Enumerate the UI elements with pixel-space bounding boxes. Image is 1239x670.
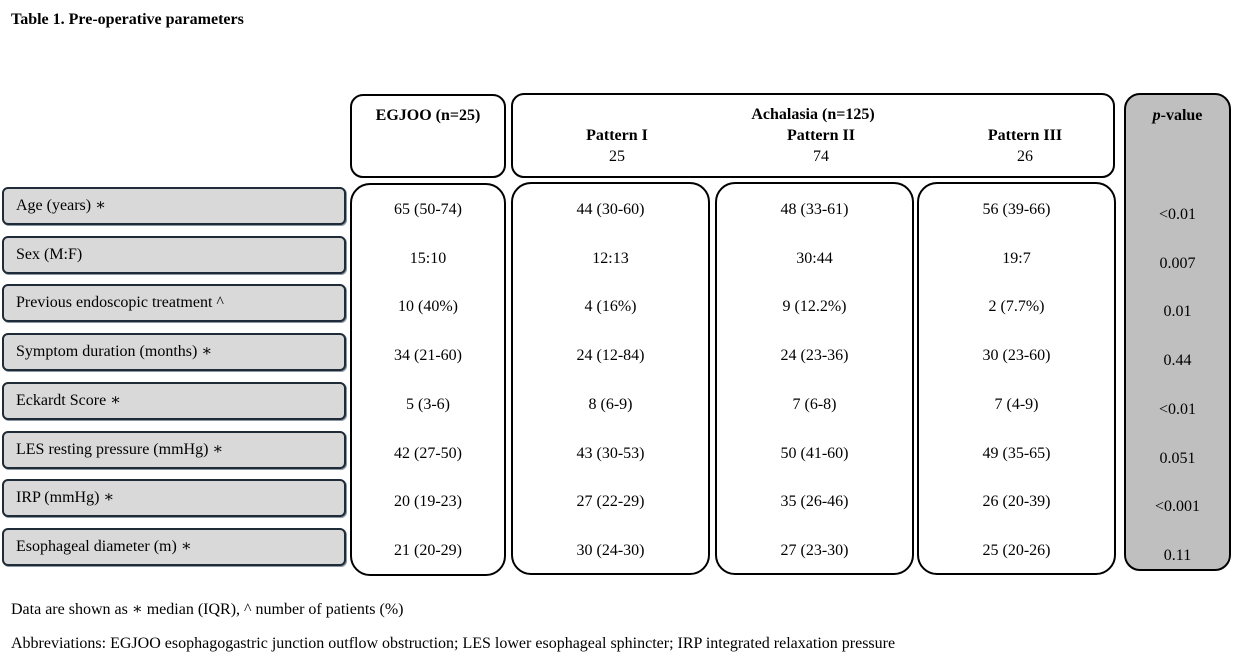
pattern-3-column [917,182,1116,575]
pattern-2-cell: 9 (12.2%) [782,298,847,315]
pattern-3-cell: 56 (39-66) [982,201,1051,218]
pattern-3-cell: 19:7 [1002,250,1031,267]
pattern-1-cell: 4 (16%) [584,298,637,315]
egjoo-cell: 20 (19-23) [394,493,462,510]
egjoo-column [350,183,506,576]
achalasia-header-box [511,93,1115,178]
legend-footnote: Data are shown as ∗ median (IQR), ^ numb… [11,601,404,618]
pattern-2-cell: 48 (33-61) [780,201,849,218]
row-label: Eckardt Score ∗ [2,382,346,420]
pattern-1-count: 25 [609,148,625,165]
pattern-3-cell: 30 (23-60) [982,347,1051,364]
pvalue-cell: <0.001 [1154,498,1201,515]
pvalue-cell: <0.01 [1158,401,1197,418]
pattern-1-cell: 8 (6-9) [588,396,633,413]
egjoo-cell: 21 (20-29) [394,542,462,559]
pattern-1-header: Pattern I [586,127,648,144]
abbreviations-footnote: Abbreviations: EGJOO esophagogastric jun… [11,635,896,652]
pattern-1-cell: 43 (30-53) [576,445,645,462]
pattern-3-cell: 49 (35-65) [982,445,1051,462]
row-label: IRP (mmHg) ∗ [2,479,346,517]
pvalue-header: p-value [1152,107,1203,124]
egjoo-cell: 5 (3-6) [406,396,450,413]
pattern-3-cell: 7 (4-9) [994,396,1039,413]
pattern-2-cell: 50 (41-60) [780,445,849,462]
row-label: Age (years) ∗ [2,187,346,225]
pattern-2-cell: 30:44 [796,250,833,267]
pattern-2-cell: 7 (6-8) [792,396,837,413]
table-title: Table 1. Pre-operative parameters [11,11,244,28]
pvalue-cell: 0.007 [1159,255,1196,272]
pvalue-cell: 0.11 [1163,547,1192,564]
egjoo-cell: 65 (50-74) [394,201,462,218]
pattern-3-cell: 26 (20-39) [982,493,1051,510]
pattern-1-cell: 30 (24-30) [576,542,645,559]
egjoo-cell: 42 (27-50) [394,445,462,462]
row-label: Sex (M:F) [2,236,346,274]
pvalue-cell: <0.01 [1158,206,1197,223]
pvalue-cell: 0.44 [1163,352,1192,369]
pattern-2-count: 74 [813,148,829,165]
pattern-1-column [511,182,710,575]
pattern-2-header: Pattern II [787,127,855,144]
egjoo-header-box [350,94,506,178]
pattern-2-cell: 24 (23-36) [780,347,849,364]
row-label: Symptom duration (months) ∗ [2,333,346,371]
pattern-3-header: Pattern III [987,127,1063,144]
pattern-1-cell: 24 (12-84) [576,347,645,364]
pattern-3-cell: 2 (7.7%) [988,298,1045,315]
row-label: Previous endoscopic treatment ^ [2,284,346,322]
pvalue-cell: 0.051 [1159,450,1196,467]
row-label: Esophageal diameter (m) ∗ [2,528,346,566]
egjoo-cell: 15:10 [409,250,447,267]
egjoo-header: EGJOO (n=25) [375,107,481,124]
row-label: LES resting pressure (mmHg) ∗ [2,431,346,469]
pattern-3-cell: 25 (20-26) [982,542,1051,559]
pvalue-cell: 0.01 [1163,303,1192,320]
pattern-2-cell: 35 (26-46) [780,493,849,510]
egjoo-cell: 34 (21-60) [394,347,462,364]
egjoo-cell: 10 (40%) [398,298,458,315]
pattern-2-cell: 27 (23-30) [780,542,849,559]
pattern-1-cell: 44 (30-60) [576,201,645,218]
pvalue-column [1124,93,1231,571]
pattern-3-count: 26 [1017,148,1033,165]
pattern-1-cell: 12:13 [592,250,629,267]
pattern-2-column [715,182,914,575]
pattern-1-cell: 27 (22-29) [576,493,645,510]
achalasia-header: Achalasia (n=125) [751,106,875,123]
